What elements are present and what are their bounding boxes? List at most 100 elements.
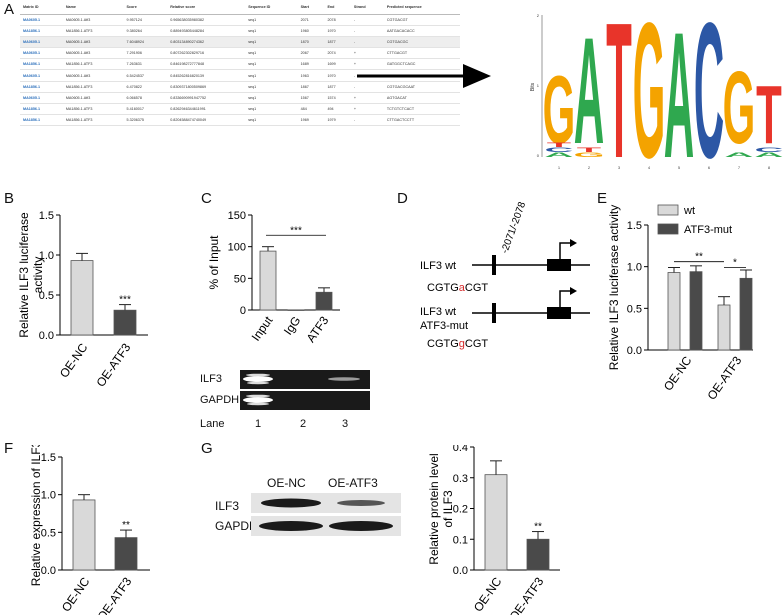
legend-swatch <box>657 204 679 216</box>
table-cell[interactable]: MA0605.1 <box>20 36 63 49</box>
table-cell: CTTGACGT <box>383 47 460 60</box>
table-header-row: Matrix ID Name Score Relative score Sequence… <box>20 0 460 15</box>
x-tick-label: IgG <box>281 314 304 338</box>
panel-g-chart: 0.0 0.1 0.2 0.3 0.4 OE-NC OE-ATF3 ** Relative pr… <box>427 445 560 615</box>
table-row: MA1856.1 MA1856.1.ATF3 6.470822 0.830937180… <box>20 81 460 93</box>
table-cell: 0.845262816820139 <box>167 69 246 82</box>
table-cell: CGTGACGT <box>383 14 460 27</box>
y-tick-label: 50 <box>234 273 246 285</box>
gel-row-label: ILF3 <box>200 373 223 385</box>
table-cell: 2078 <box>324 14 351 27</box>
table-cell: 6.5424537 <box>123 69 168 82</box>
table-cell: 484 <box>297 103 325 115</box>
logo-position-label: 3 <box>618 165 621 170</box>
table-cell: MA0605.1.Atf3 <box>62 92 124 104</box>
y-tick-label: 0.5 <box>627 303 642 315</box>
y-tick-label: 1.5 <box>627 220 642 232</box>
table-row: MA1856.1 MA1856.1.ATF3 5.3206375 0.82045884… <box>20 114 460 126</box>
table-cell: 9.380264 <box>123 25 168 38</box>
blot-row-label: ILF3 <box>215 499 240 513</box>
x-tick-label: ATF3 <box>304 313 332 345</box>
logo-letter: G <box>633 5 666 185</box>
panel-c-chart: 0 50 100 150 % of Input Input IgG ATF3 *** <box>207 210 340 345</box>
table-cell: 0.803134890274362 <box>167 36 246 49</box>
logo-letter-minor: C <box>545 146 574 153</box>
bar <box>667 272 681 351</box>
table-cell: 1963 <box>297 69 325 82</box>
table-cell: - <box>350 14 384 27</box>
bar <box>114 537 138 571</box>
x-tick-label: OE-NC <box>661 353 695 393</box>
table-cell: 7.6048924 <box>123 36 168 49</box>
gel-lane-number: 3 <box>342 418 349 430</box>
logo-letter: A <box>664 5 694 185</box>
table-cell: 6.066578 <box>123 92 168 104</box>
table-cell: 1979 <box>324 114 351 126</box>
table-cell[interactable]: MA1856.1 <box>20 58 63 71</box>
panel-g-blot: OE-NC OE-ATF3 ILF3 GAPDH <box>215 476 405 546</box>
y-axis-label: Relative expression of ILF3 <box>29 445 43 586</box>
bar <box>259 250 277 311</box>
table-body: MA0605.1 MA0605.1.Atf3 9.957124 0.965638035… <box>20 14 460 126</box>
table-cell: GATGGCTCAGC <box>383 58 460 71</box>
table-column-header: Matrix ID <box>20 0 63 15</box>
bar <box>70 260 94 336</box>
table-cell: 7.291906 <box>123 47 168 60</box>
table-cell[interactable]: MA0605.1 <box>20 69 63 82</box>
logo-letter-minor: A <box>755 151 784 158</box>
table-cell[interactable]: MA1856.1 <box>20 81 63 93</box>
table-cell: + <box>350 47 384 60</box>
table-cell: TCTGTCTCACT <box>383 103 460 115</box>
x-tick-label: OE-NC <box>57 340 91 380</box>
table-column-header: Strand <box>350 0 384 15</box>
panel-c-gel: ILF3 GAPDH Lane 1 2 3 <box>200 370 380 440</box>
y-tick-label: 0.5 <box>39 290 54 302</box>
significance-marker: *** <box>119 295 131 306</box>
panel-b-chart: 0.0 0.5 1.0 1.5 OE-NC OE-ATF3 *** Relative ILF3… <box>17 210 148 389</box>
logo-position-label: 2 <box>588 165 591 170</box>
table-cell: 0.807262302829716 <box>167 47 246 60</box>
table-cell[interactable]: MA1856.1 <box>20 103 63 115</box>
logo-letter-minor: G <box>573 151 604 158</box>
table-cell: - <box>350 36 384 49</box>
bar <box>72 499 96 571</box>
x-tick-label: OE-NC <box>471 574 505 614</box>
table-cell[interactable]: MA0605.1 <box>20 14 63 27</box>
bar <box>315 291 333 311</box>
x-tick-label: OE-NC <box>59 574 93 614</box>
mut-construct-label-1: ILF3 wt <box>420 306 456 318</box>
table-cell: 1970 <box>324 69 351 82</box>
y-tick-label: 0.2 <box>453 504 468 516</box>
gel-lane-number: 1 <box>255 418 262 430</box>
table-cell[interactable]: MA0605.1 <box>20 47 63 60</box>
table-cell: 2067 <box>297 47 325 60</box>
table-cell: - <box>350 25 384 38</box>
table-cell: 7.263631 <box>123 58 168 71</box>
table-cell: MA1856.1.ATF3 <box>62 58 124 71</box>
table-cell: 1970 <box>324 25 351 38</box>
y-tick-label: 1.5 <box>39 210 54 222</box>
logo-ylabel: Bits <box>530 82 536 91</box>
y-tick-label: 0.0 <box>453 565 468 577</box>
y-tick-label: 0.3 <box>453 473 468 485</box>
table-cell: + <box>350 92 384 104</box>
y-tick-label: 0.0 <box>39 330 54 342</box>
table-cell: 2071 <box>297 14 325 27</box>
blot-lane-label: OE-ATF3 <box>328 476 378 490</box>
table-cell: 1567 <box>297 92 325 104</box>
gel-image <box>240 370 370 410</box>
table-cell[interactable]: MA1856.1 <box>20 25 63 38</box>
x-tick-label: OE-ATF3 <box>94 574 134 615</box>
logo-position-label: 4 <box>648 165 651 170</box>
gel-row-label: GAPDH <box>200 394 240 406</box>
legend-label: ATF3-mut <box>684 224 732 236</box>
logo-tick: 1 <box>537 83 540 88</box>
bar <box>717 304 731 351</box>
table-cell: 5.3206375 <box>123 114 168 126</box>
table-cell: 0.965638035980382 <box>167 14 246 27</box>
table-cell[interactable]: MA1856.1 <box>20 114 63 126</box>
x-tick-label: Input <box>249 313 276 343</box>
table-cell: CGTGACGCAAT <box>383 81 460 93</box>
table-cell[interactable]: MA0605.1 <box>20 92 63 104</box>
